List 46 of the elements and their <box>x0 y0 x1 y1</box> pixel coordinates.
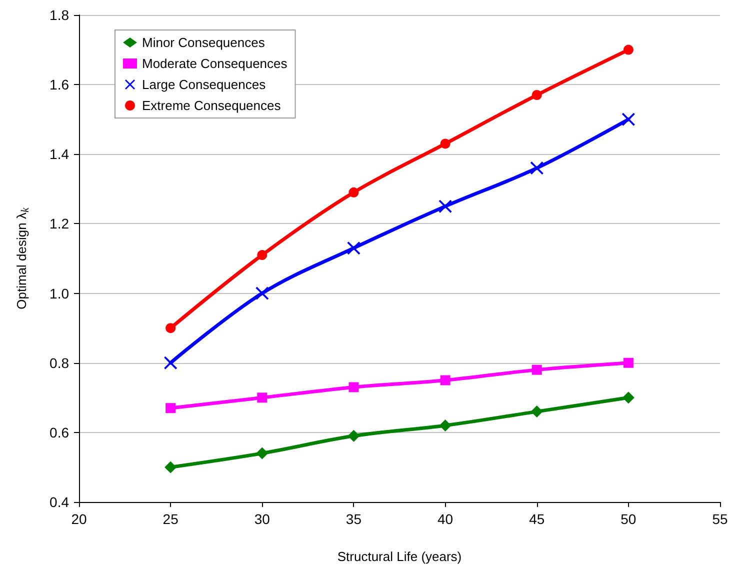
y-tick-label: 1.2 <box>50 216 70 232</box>
point <box>348 187 359 198</box>
point <box>257 250 268 260</box>
y-tick-label: 0.6 <box>50 424 70 440</box>
y-tick-label: 1.4 <box>50 146 70 162</box>
point <box>440 138 450 149</box>
x-tick-label: 55 <box>712 511 728 527</box>
x-axis-title: Structural Life (years) <box>337 549 462 564</box>
point <box>439 419 452 432</box>
x-tick-label: 50 <box>620 511 636 527</box>
x-tick-label: 45 <box>529 511 545 527</box>
legend-label: Extreme Consequences <box>142 98 282 113</box>
y-axis-title: Optimal design λk <box>14 206 32 310</box>
x-tick-label: 20 <box>71 511 87 527</box>
y-tick-label: 1.6 <box>50 76 70 93</box>
legend-label: Minor Consequences <box>142 35 266 50</box>
point <box>623 44 634 55</box>
point <box>622 392 634 404</box>
legend-label: Large Consequences <box>142 77 266 92</box>
y-tick-label: 1.0 <box>50 285 70 302</box>
x-tick-label: 35 <box>346 511 362 527</box>
point <box>532 364 542 375</box>
point <box>348 382 359 392</box>
y-tick-label: 0.4 <box>50 494 70 510</box>
y-tick-label: 0.8 <box>50 354 70 371</box>
x-tick-label: 40 <box>437 511 454 527</box>
point <box>438 200 452 213</box>
point <box>256 447 268 460</box>
point <box>530 162 544 175</box>
point <box>257 392 268 403</box>
point <box>164 356 178 370</box>
y-tick-label: 1.8 <box>50 7 70 23</box>
point <box>530 406 543 418</box>
legend-label: Moderate Consequences <box>142 56 288 71</box>
point <box>164 461 177 474</box>
x-tick-label: 30 <box>254 511 270 527</box>
x-tick-label: 25 <box>162 511 179 527</box>
point <box>347 242 360 255</box>
point <box>348 430 360 442</box>
point <box>622 112 635 126</box>
point <box>166 323 176 334</box>
point <box>440 375 450 386</box>
point <box>623 358 634 368</box>
point <box>256 286 269 300</box>
point <box>166 403 176 414</box>
point <box>532 90 542 100</box>
